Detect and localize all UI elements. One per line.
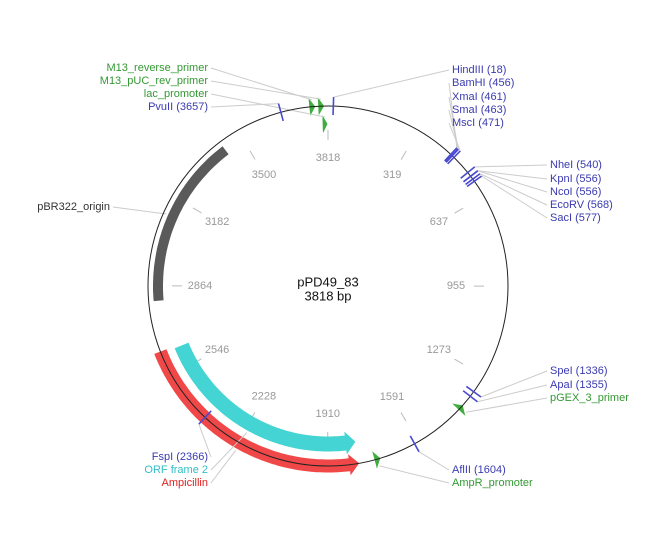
ruler-tick	[454, 207, 464, 214]
site-marker	[198, 410, 212, 425]
ruler-tick	[192, 207, 202, 214]
ruler-label: 2864	[188, 280, 212, 292]
feature-label: pBR322_origin	[37, 201, 110, 213]
ruler-label: 1591	[380, 391, 404, 403]
ruler-tick	[400, 150, 407, 160]
site-marker	[445, 148, 460, 163]
site-marker	[463, 170, 479, 183]
site-marker	[277, 103, 284, 122]
ruler-tick	[454, 358, 464, 365]
ruler-label: 1273	[427, 344, 451, 356]
plasmid-size: 3818 bp	[305, 288, 352, 303]
site-leader	[479, 173, 548, 206]
feature-label: pGEX_3_primer	[550, 392, 629, 404]
site-label: ApaI (1355)	[550, 379, 607, 391]
site-label: MscI (471)	[452, 117, 504, 129]
site-marker	[444, 147, 458, 162]
ruler-label: 955	[447, 280, 465, 292]
leader-line	[210, 93, 326, 118]
ruler-label: 2546	[205, 344, 229, 356]
site-label: BamHI (456)	[452, 77, 514, 89]
site-marker	[465, 173, 481, 186]
ruler-label: 2228	[252, 391, 276, 403]
site-label: AflII (1604)	[452, 464, 506, 476]
site-leader	[481, 175, 548, 219]
site-leader	[477, 170, 548, 193]
ruler-tick	[249, 150, 256, 160]
site-label: NheI (540)	[550, 159, 602, 171]
site-leader	[198, 423, 212, 458]
leader-line	[379, 465, 450, 484]
feature	[153, 146, 229, 302]
site-label: KpnI (556)	[550, 173, 601, 185]
site-marker	[447, 150, 461, 165]
site-leader	[474, 164, 548, 168]
site-leader	[418, 451, 450, 471]
ruler-label: 3182	[205, 216, 229, 228]
feature-label: M13_pUC_rev_primer	[100, 75, 209, 87]
site-marker	[462, 390, 478, 403]
plasmid-name: pPD49_83	[297, 274, 358, 289]
site-label: SmaI (463)	[452, 104, 506, 116]
site-leader	[448, 122, 461, 152]
site-label: SpeI (1336)	[550, 365, 607, 377]
feature-label: lac_promoter	[144, 88, 209, 100]
feature	[174, 342, 356, 455]
site-marker	[460, 166, 476, 179]
site-leader	[477, 170, 548, 180]
ruler-label: 637	[430, 216, 448, 228]
site-label: NcoI (556)	[550, 186, 601, 198]
feature-label: ORF frame 2	[144, 464, 208, 476]
backbone	[147, 105, 509, 467]
leader-line	[465, 397, 548, 413]
site-label: PvuII (3657)	[148, 101, 208, 113]
feature	[154, 349, 360, 476]
site-leader	[333, 69, 450, 98]
feature-label: Ampicillin	[162, 477, 208, 489]
site-marker	[409, 435, 420, 453]
ruler-label: 1910	[316, 408, 340, 420]
ruler-label: 3818	[316, 152, 340, 164]
feature	[322, 115, 328, 134]
site-leader	[210, 103, 279, 108]
site-marker	[466, 175, 483, 188]
leader-line	[210, 432, 248, 471]
site-marker	[465, 385, 482, 398]
site-label: SacI (577)	[550, 212, 601, 224]
site-leader	[480, 370, 548, 398]
feature-label: AmpR_promoter	[452, 477, 533, 489]
site-leader	[477, 384, 548, 403]
ruler-tick	[400, 412, 407, 422]
leader-line	[210, 80, 322, 100]
leader-line	[210, 450, 237, 484]
leader-line	[112, 206, 167, 215]
ruler-label: 3500	[252, 169, 276, 181]
feature-label: M13_reverse_primer	[107, 62, 209, 74]
site-marker	[332, 97, 335, 116]
site-label: HindIII (18)	[452, 64, 506, 76]
site-label: XmaI (461)	[452, 91, 506, 103]
ruler-label: 319	[383, 169, 401, 181]
site-label: EcoRV (568)	[550, 199, 613, 211]
site-label: FspI (2366)	[152, 451, 208, 463]
